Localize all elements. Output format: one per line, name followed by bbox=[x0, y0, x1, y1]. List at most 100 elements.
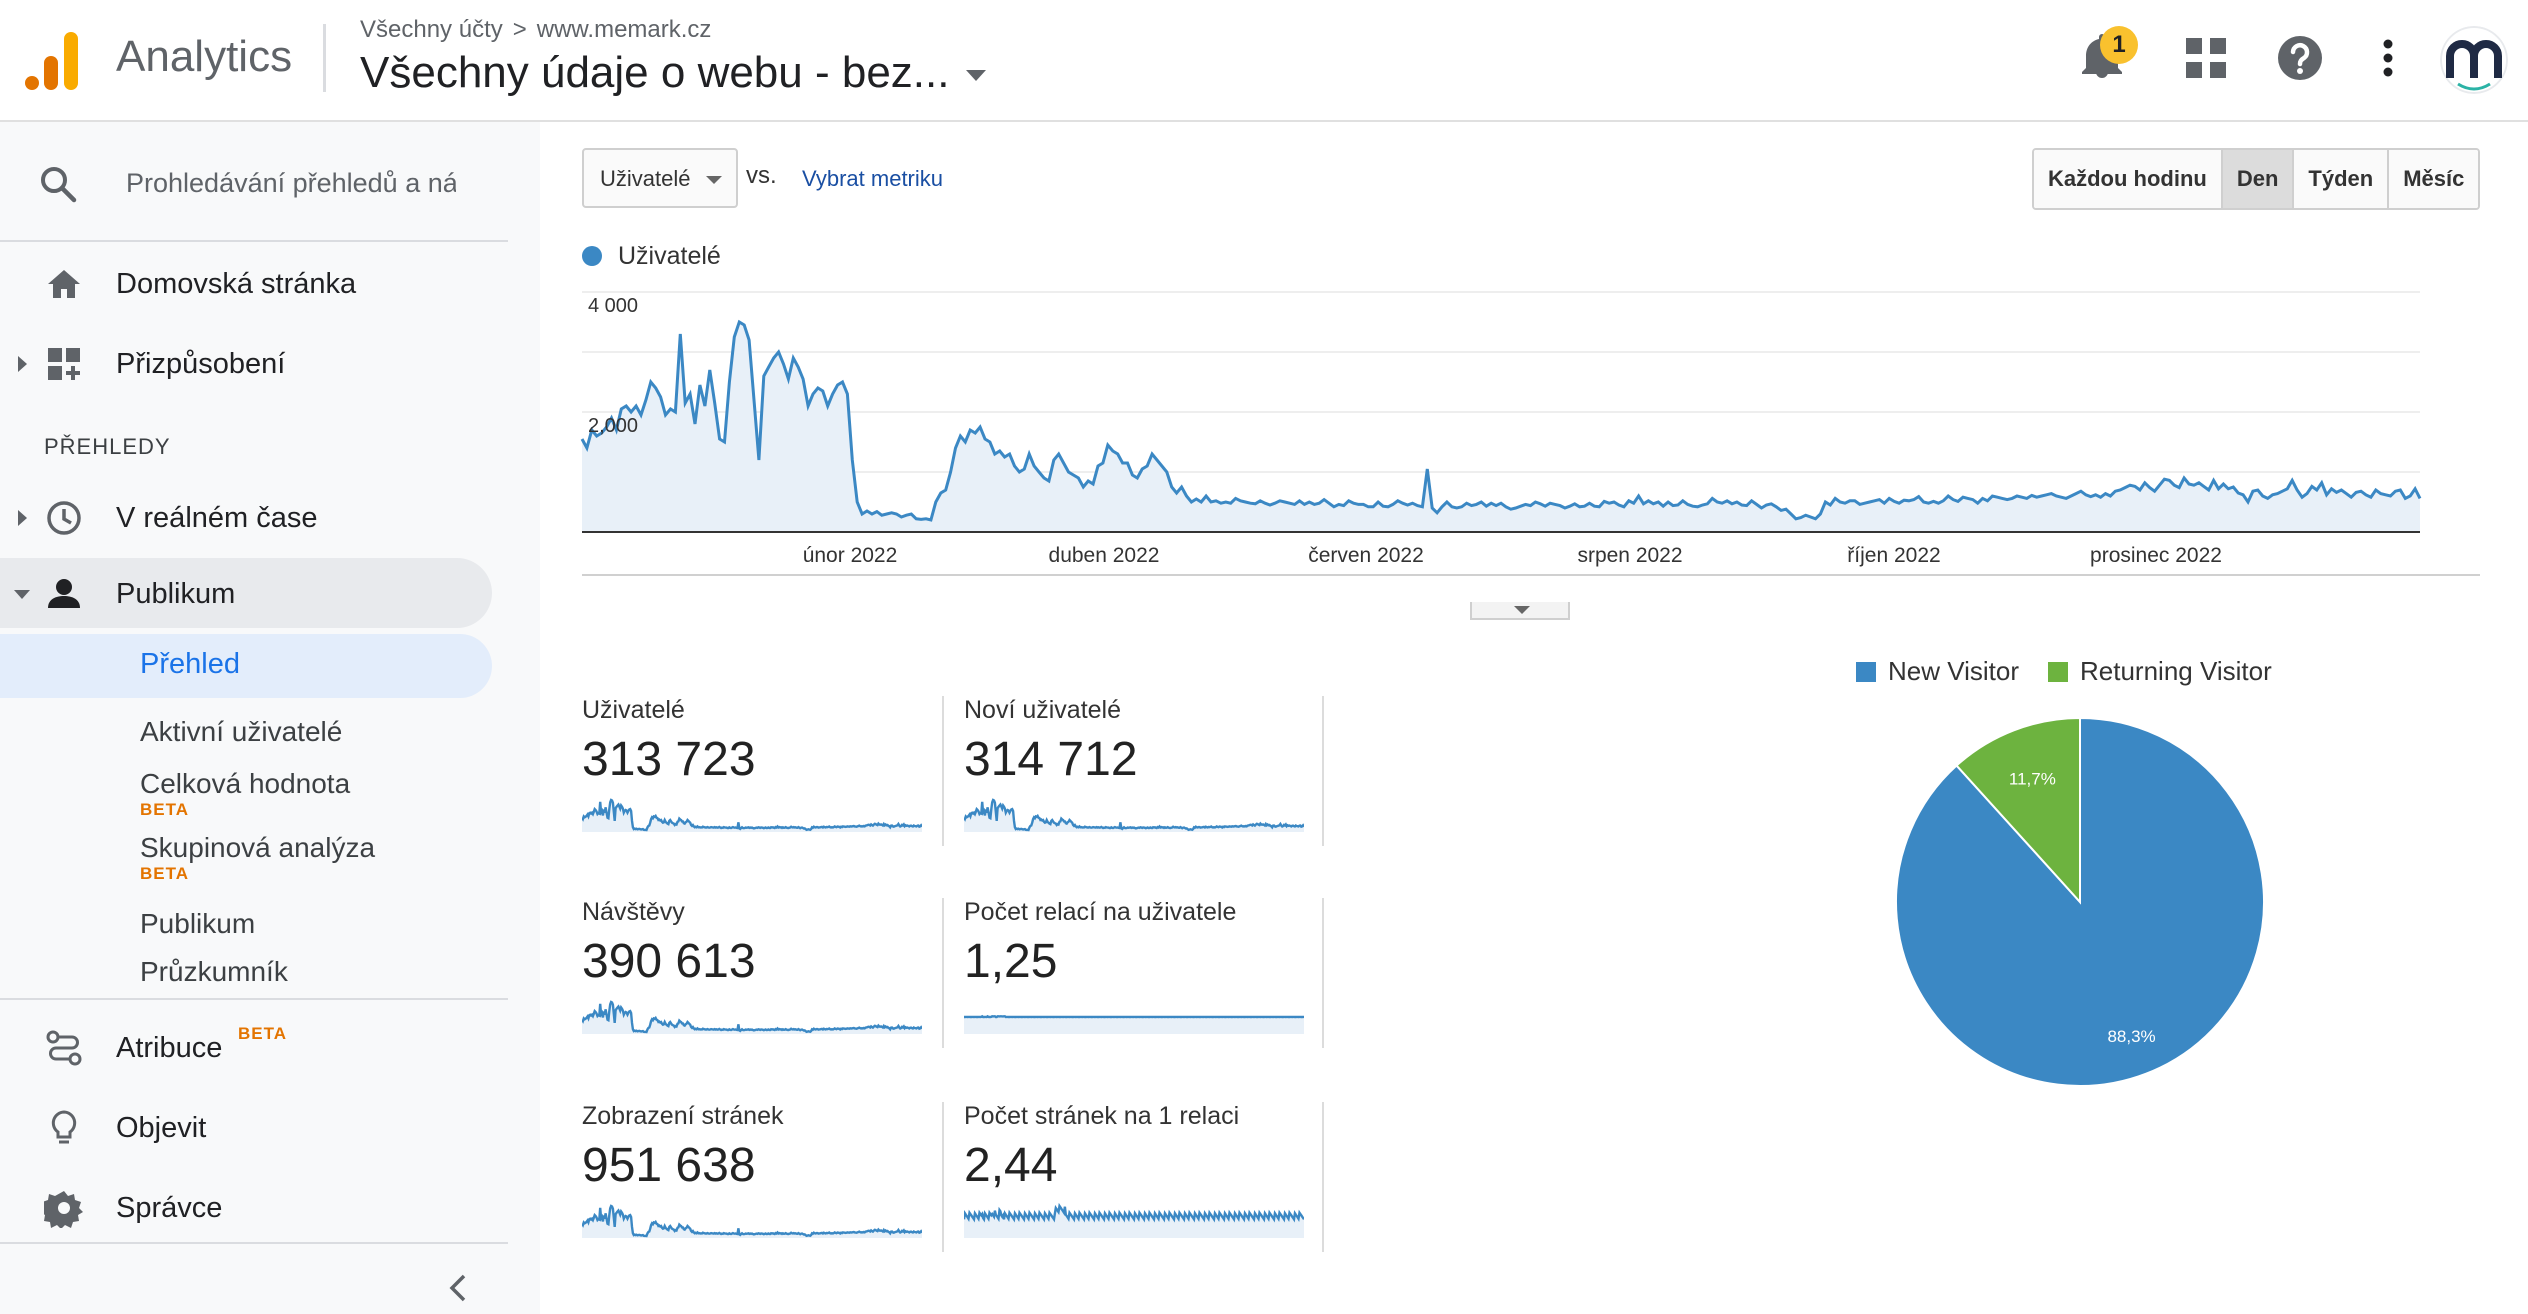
granularity-day-button[interactable]: Den bbox=[2222, 150, 2295, 208]
analytics-logo-icon[interactable] bbox=[24, 30, 80, 92]
sparkline-area bbox=[964, 1016, 1304, 1034]
kpi-sparkline bbox=[964, 798, 1304, 832]
kpi-sessions-per-user[interactable]: Počet relací na uživatele 1,25 bbox=[964, 898, 1324, 1088]
top-app-bar: Analytics Všechny účty > www.memark.cz Vše… bbox=[0, 0, 2528, 122]
sparkline-line bbox=[582, 1204, 922, 1238]
sidebar-item-home[interactable]: Domovská stránka bbox=[0, 248, 500, 318]
granularity-month-button[interactable]: Měsíc bbox=[2389, 150, 2479, 208]
breadcrumb-property[interactable]: www.memark.cz bbox=[536, 16, 712, 43]
sidebar-subitem-lifetime-value[interactable]: Celková hodnota bbox=[140, 768, 351, 799]
pie-slice-returning-visitor[interactable] bbox=[1955, 716, 2081, 905]
more-vert-icon[interactable] bbox=[2360, 28, 2416, 88]
kpi-sparkline bbox=[964, 1014, 1304, 1034]
pie-legend-new: New Visitor bbox=[1856, 656, 2019, 687]
kpi-sparkline bbox=[582, 798, 922, 832]
sidebar-item-label: V reálném čase bbox=[116, 502, 318, 534]
sidebar-search[interactable]: Prohledávání přehledů a náp bbox=[0, 122, 508, 242]
kpi-divider bbox=[1322, 696, 1324, 846]
sidebar-subitem-explorer[interactable]: Průzkumník bbox=[140, 956, 288, 987]
legend-label: Returning Visitor bbox=[2080, 656, 2272, 686]
breadcrumb-account[interactable]: Všechny účty bbox=[360, 16, 503, 43]
kpi-divider bbox=[1322, 1102, 1324, 1252]
sidebar-item-label: Domovská stránka bbox=[116, 268, 357, 300]
metric-dropdown-value: Uživatelé bbox=[600, 166, 691, 191]
legend-label: New Visitor bbox=[1888, 656, 2020, 686]
expand-arrow-icon[interactable] bbox=[18, 510, 27, 526]
attribution-icon bbox=[46, 1030, 82, 1066]
main-content: Uživatelé vs. Vybrat metriku Každou hodi… bbox=[540, 122, 2528, 1314]
granularity-week-button[interactable]: Týden bbox=[2294, 150, 2390, 208]
visitor-type-pie-chart[interactable]: 88,3% 11,7% bbox=[1890, 712, 2270, 1092]
sidebar-subitem-audiences[interactable]: Publikum bbox=[140, 908, 256, 939]
avatar[interactable] bbox=[2440, 26, 2508, 94]
sidebar-item-attribution[interactable]: Atribuce BETA bbox=[0, 1012, 500, 1082]
pie-legend-returning: Returning Visitor bbox=[2048, 656, 2272, 687]
y-tick-label: 2,000 bbox=[588, 415, 638, 437]
kpi-label: Počet relací na uživatele bbox=[964, 898, 1237, 926]
sidebar-item-realtime[interactable]: V reálném čase bbox=[0, 482, 500, 552]
sparkline-line bbox=[582, 1000, 922, 1034]
sidebar-item-discover[interactable]: Objevit bbox=[0, 1092, 500, 1162]
lightbulb-icon bbox=[51, 1110, 77, 1144]
sidebar-item-label: Publikum bbox=[116, 578, 236, 610]
beta-badge: BETA bbox=[238, 1024, 288, 1043]
sidebar-subitem-cohort[interactable]: Skupinová analýza bbox=[140, 832, 376, 863]
dashboard-plus-icon bbox=[48, 348, 80, 380]
pie-slice-label: 88,3% bbox=[2107, 1027, 2155, 1046]
breadcrumb[interactable]: Všechny účty > www.memark.cz bbox=[360, 16, 711, 44]
sidebar-subitem-overview[interactable]: Přehled bbox=[0, 634, 492, 698]
sidebar-item-label: Atribuce bbox=[116, 1032, 223, 1064]
granularity-toggle: Každou hodinu Den Týden Měsíc bbox=[2032, 148, 2481, 210]
granularity-hourly-button[interactable]: Každou hodinu bbox=[2034, 150, 2223, 208]
kpi-value: 313 723 bbox=[582, 733, 756, 786]
sidebar-divider bbox=[0, 1242, 508, 1244]
sidebar-item-label: Objevit bbox=[116, 1112, 207, 1144]
pie-slice-label: 11,7% bbox=[2009, 769, 2056, 788]
kpi-new-users[interactable]: Noví uživatelé 314 712 bbox=[964, 696, 1324, 886]
kpi-divider bbox=[942, 898, 944, 1048]
sidebar-item-customization[interactable]: Přizpůsobení bbox=[0, 328, 500, 398]
collapse-arrow-icon[interactable] bbox=[14, 590, 30, 599]
sidebar-subitem-active-users[interactable]: Aktivní uživatelé bbox=[140, 716, 343, 747]
kpi-pageviews[interactable]: Zobrazení stránek 951 638 bbox=[582, 1102, 942, 1292]
section-label-reports: PŘEHLEDY bbox=[44, 434, 171, 459]
x-tick-label: srpen 2022 bbox=[1577, 544, 1682, 567]
beta-badge: BETA bbox=[140, 800, 190, 819]
legend-swatch bbox=[1856, 662, 1876, 682]
kpi-value: 951 638 bbox=[582, 1139, 756, 1192]
kpi-sparkline bbox=[582, 1000, 922, 1034]
search-input[interactable]: Prohledávání přehledů a náp bbox=[126, 168, 456, 198]
view-selector[interactable]: Všechny údaje o webu - bez... bbox=[360, 48, 950, 97]
apps-grid-icon[interactable] bbox=[2178, 28, 2234, 88]
y-tick-label: 4 000 bbox=[588, 295, 638, 317]
kpi-label: Počet stránek na 1 relaci bbox=[964, 1102, 1240, 1130]
sidebar-divider bbox=[0, 998, 508, 1000]
sparkline-line bbox=[964, 1014, 1304, 1019]
home-icon bbox=[48, 270, 80, 298]
beta-badge: BETA bbox=[140, 864, 190, 883]
kpi-pages-per-session[interactable]: Počet stránek na 1 relaci 2,44 bbox=[964, 1102, 1324, 1292]
sidebar-subitem-label: Přehled bbox=[140, 648, 240, 680]
select-metric-link[interactable]: Vybrat metriku bbox=[802, 166, 944, 191]
sidebar-item-label: Přizpůsobení bbox=[116, 348, 286, 380]
expand-arrow-icon[interactable] bbox=[18, 356, 27, 372]
sparkline-area bbox=[964, 1206, 1304, 1238]
x-tick-label: říjen 2022 bbox=[1847, 544, 1940, 567]
kpi-sessions[interactable]: Návštěvy 390 613 bbox=[582, 898, 942, 1088]
sidebar-item-admin[interactable]: Správce bbox=[0, 1172, 500, 1242]
app-name: Analytics bbox=[116, 32, 293, 81]
users-line-chart[interactable]: 4 000 2,000 únor 2022 duben 2022 červen 2022… bbox=[540, 272, 2480, 602]
x-tick-label: duben 2022 bbox=[1049, 544, 1160, 567]
kpi-value: 2,44 bbox=[964, 1139, 1058, 1192]
kpi-value: 1,25 bbox=[964, 935, 1058, 988]
help-icon[interactable] bbox=[2272, 28, 2328, 88]
x-tick-label: červen 2022 bbox=[1308, 544, 1424, 567]
series-area bbox=[582, 322, 2420, 532]
sidebar-item-audience[interactable]: Publikum bbox=[0, 558, 492, 628]
kpi-users[interactable]: Uživatelé 313 723 bbox=[582, 696, 942, 886]
caret-down-icon[interactable] bbox=[966, 70, 986, 81]
metric-dropdown[interactable]: Uživatelé bbox=[582, 148, 738, 208]
chart-expand-handle[interactable] bbox=[1470, 602, 1570, 620]
collapse-sidebar-icon[interactable] bbox=[446, 1272, 470, 1304]
search-icon bbox=[41, 167, 77, 203]
